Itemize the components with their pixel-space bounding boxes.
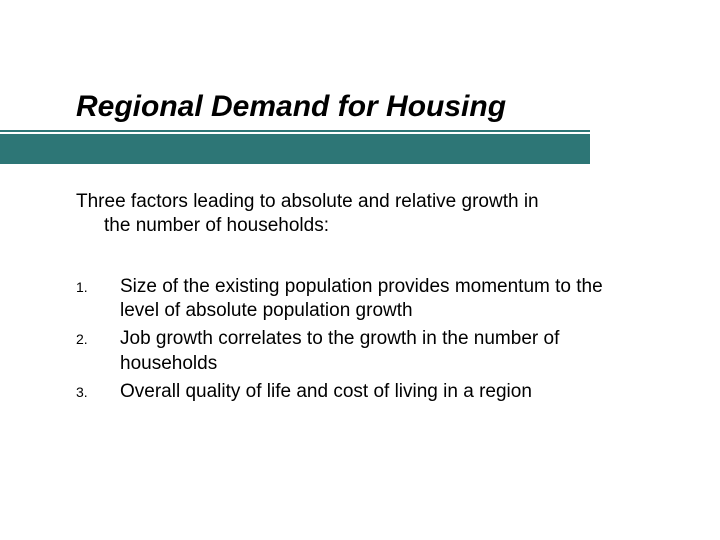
factors-list: 1. Size of the existing population provi… xyxy=(70,275,650,405)
list-item-text: Job growth correlates to the growth in t… xyxy=(120,327,620,376)
list-item: 1. Size of the existing population provi… xyxy=(76,275,620,324)
title-underline xyxy=(0,130,590,132)
title-underline-block xyxy=(70,130,650,170)
intro-line1: Three factors leading to absolute and re… xyxy=(76,191,539,212)
list-number: 3. xyxy=(76,380,120,400)
slide-container: Regional Demand for Housing Three factor… xyxy=(0,0,720,540)
list-item: 2. Job growth correlates to the growth i… xyxy=(76,327,620,376)
intro-line2: the number of households: xyxy=(76,214,620,238)
intro-text: Three factors leading to absolute and re… xyxy=(70,190,650,239)
slide-title: Regional Demand for Housing xyxy=(76,90,650,124)
list-item-text: Size of the existing population provides… xyxy=(120,275,620,324)
list-number: 2. xyxy=(76,327,120,347)
list-item-text: Overall quality of life and cost of livi… xyxy=(120,380,620,404)
list-number: 1. xyxy=(76,275,120,295)
title-teal-bar xyxy=(0,134,590,164)
list-item: 3. Overall quality of life and cost of l… xyxy=(76,380,620,404)
